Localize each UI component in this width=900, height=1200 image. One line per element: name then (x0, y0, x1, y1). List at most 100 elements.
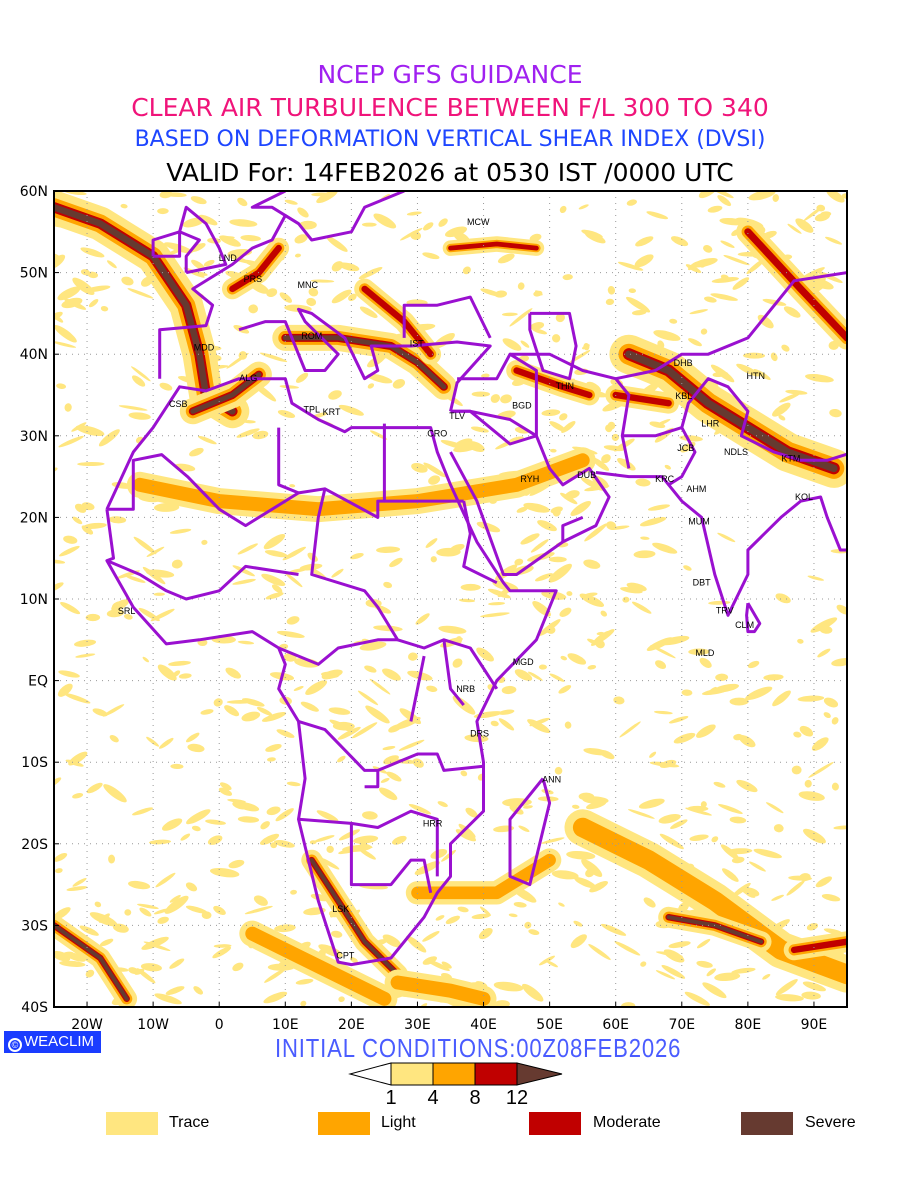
trace-patch (559, 413, 568, 421)
trace-patch (337, 755, 346, 763)
trace-patch (605, 298, 615, 306)
trace-patch (153, 592, 166, 596)
trace-patch (142, 566, 166, 585)
trace-patch (539, 619, 561, 636)
severe-band (190, 372, 262, 414)
trace-patch (655, 660, 667, 669)
trace-patch (213, 944, 232, 948)
trace-patch (193, 986, 203, 995)
trace-patch (337, 726, 361, 740)
trace-patch (266, 757, 276, 762)
colorbar-light (432, 1062, 476, 1086)
trace-patch (54, 582, 64, 592)
trace-patch (653, 710, 673, 715)
legend-swatch-light (318, 1112, 370, 1135)
trace-patch (172, 670, 181, 677)
trace-patch (803, 828, 826, 844)
trace-patch (237, 640, 255, 645)
trace-patch (766, 802, 784, 814)
trace-patch (715, 673, 729, 682)
trace-patch (64, 298, 87, 310)
trace-patch (706, 968, 716, 977)
trace-patch (54, 341, 77, 348)
trace-patch (169, 958, 185, 969)
station-label-mcw: MCW (467, 217, 490, 227)
coastline-border (462, 500, 498, 585)
trace-patch (107, 260, 117, 269)
trace-patch (415, 613, 430, 625)
trace-patch (711, 277, 739, 283)
trace-patch (66, 886, 88, 892)
trace-patch (137, 903, 159, 909)
station-label-ist: IST (410, 339, 425, 349)
trace-patch (798, 791, 825, 801)
trace-patch (259, 352, 288, 363)
title-product: CLEAR AIR TURBULENCE BETWEEN F/L 300 TO … (131, 93, 769, 122)
trace-patch (263, 991, 288, 1004)
trace-patch (56, 383, 66, 389)
trace-patch (376, 546, 401, 553)
trace-patch (647, 504, 670, 511)
trace-patch (762, 973, 771, 980)
station-label-drs: DRS (470, 729, 489, 739)
coastline-border (106, 559, 299, 601)
trace-patch (554, 766, 563, 775)
trace-patch (688, 648, 710, 656)
trace-patch (253, 895, 268, 906)
trace-patch (450, 543, 465, 552)
trace-patch (785, 389, 808, 395)
trace-patch (423, 222, 434, 231)
trace-patch (578, 792, 595, 801)
trace-patch (804, 779, 812, 788)
trace-patch (159, 191, 173, 199)
trace-patch (141, 936, 169, 950)
trace-patch (128, 880, 151, 890)
trace-patch (649, 421, 666, 429)
trace-patch (68, 751, 88, 766)
trace-patch (59, 545, 80, 557)
trace-patch (558, 902, 565, 907)
trace-patch (649, 751, 657, 758)
trace-patch (382, 934, 402, 948)
trace-patch (127, 288, 154, 299)
lat-tick-label: 40S (21, 1000, 48, 1016)
trace-patch (753, 848, 782, 859)
trace-patch (508, 436, 524, 443)
trace-patch (338, 829, 360, 841)
lat-tick-label: 20N (20, 510, 48, 526)
trace-patch (535, 573, 553, 582)
station-label-lsk: LSK (332, 904, 349, 914)
severe-band (309, 858, 400, 977)
station-label-dbt: DBT (693, 578, 712, 588)
trace-patch (640, 961, 647, 967)
trace-patch (441, 961, 452, 969)
trace-patch (584, 592, 598, 597)
trace-patch (99, 938, 114, 947)
trace-patch (517, 282, 525, 290)
trace-patch (252, 430, 269, 440)
trace-patch (836, 604, 847, 615)
trace-patch (810, 617, 838, 633)
station-label-clm: CLM (735, 620, 754, 630)
lon-tick-label: 50E (536, 1017, 563, 1033)
trace-patch (523, 805, 533, 809)
trace-patch (87, 271, 99, 279)
trace-patch (124, 909, 132, 916)
trace-patch (558, 685, 572, 694)
trace-patch (191, 259, 206, 271)
trace-patch (529, 322, 545, 330)
trace-patch (380, 777, 390, 783)
trace-patch (532, 328, 548, 335)
trace-patch (133, 536, 157, 555)
trace-patch (736, 779, 758, 793)
trace-patch (75, 425, 105, 437)
trace-patch (573, 920, 583, 927)
trace-patch (465, 807, 478, 818)
initial-conditions: INITIAL CONDITIONS:00Z08FEB2026 (275, 1033, 682, 1063)
lat-tick-label: 40N (20, 347, 48, 363)
moderate-band (612, 391, 672, 407)
trace-patch (159, 382, 173, 391)
trace-patch (237, 197, 248, 207)
trace-patch (586, 800, 607, 810)
trace-patch (382, 668, 401, 681)
